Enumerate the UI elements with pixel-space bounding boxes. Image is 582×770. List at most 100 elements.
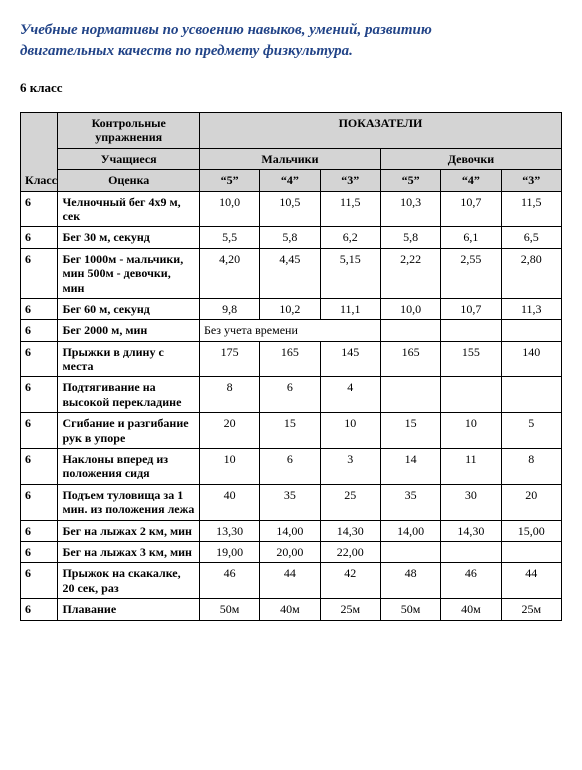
cell-exercise: Плавание — [58, 599, 199, 620]
cell-val-4: 30 — [441, 484, 501, 520]
cell-klass: 6 — [21, 320, 58, 341]
cell-exercise: Бег 1000м - мальчики, мин 500м - девочки… — [58, 248, 199, 298]
cell-exercise: Сгибание и разгибание рук в упоре — [58, 413, 199, 449]
cell-exercise: Бег 2000 м, мин — [58, 320, 199, 341]
cell-val-1: 6 — [260, 449, 320, 485]
hdr-exercises: Контрольные упражнения — [58, 113, 199, 149]
table-row: 6Плавание50м40м25м50м40м25м — [21, 599, 562, 620]
cell-val-1: 10,5 — [260, 191, 320, 227]
cell-val-5: 8 — [501, 449, 561, 485]
cell-val-2: 42 — [320, 563, 380, 599]
table-row: 6Наклоны вперед из положения сидя1063141… — [21, 449, 562, 485]
cell-klass: 6 — [21, 520, 58, 541]
cell-val-3: 14,00 — [380, 520, 440, 541]
cell-val-0: 20 — [199, 413, 259, 449]
table-row: 6Сгибание и разгибание рук в упоре201510… — [21, 413, 562, 449]
cell-val-0: 50м — [199, 599, 259, 620]
cell-exercise: Подтягивание на высокой перекладине — [58, 377, 199, 413]
title-line2: двигательных качеств по предмету физкуль… — [20, 43, 353, 59]
cell-val-2: 22,00 — [320, 541, 380, 562]
cell-exercise: Челночный бег 4x9 м, сек — [58, 191, 199, 227]
cell-klass: 6 — [21, 191, 58, 227]
cell-val-4 — [441, 377, 501, 413]
cell-klass: 6 — [21, 563, 58, 599]
table-row: 6Прыжок на скакалке, 20 сек, раз46444248… — [21, 563, 562, 599]
cell-val-4: 10,7 — [441, 191, 501, 227]
cell-val-0: 10,0 — [199, 191, 259, 227]
cell-val-4: 6,1 — [441, 227, 501, 248]
page-title: Учебные нормативы по усвоению навыков, у… — [20, 20, 562, 62]
cell-val-3: 10,3 — [380, 191, 440, 227]
cell-val-5: 140 — [501, 341, 561, 377]
hdr-score-4: “4” — [441, 170, 501, 191]
cell-val-5: 6,5 — [501, 227, 561, 248]
cell-val-0: 10 — [199, 449, 259, 485]
cell-val-5: 44 — [501, 563, 561, 599]
cell-val-2: 4 — [320, 377, 380, 413]
cell-klass: 6 — [21, 377, 58, 413]
cell-klass: 6 — [21, 227, 58, 248]
cell-klass: 6 — [21, 449, 58, 485]
table-row: 6Бег на лыжах 3 км, мин19,0020,0022,00 — [21, 541, 562, 562]
table-row: 6Бег 1000м - мальчики, мин 500м - девочк… — [21, 248, 562, 298]
hdr-score-5: “3” — [501, 170, 561, 191]
cell-val-0: 40 — [199, 484, 259, 520]
cell-val-1 — [441, 320, 501, 341]
cell-val-3 — [380, 541, 440, 562]
cell-val-2: 14,30 — [320, 520, 380, 541]
cell-val-3: 35 — [380, 484, 440, 520]
cell-val-1: 4,45 — [260, 248, 320, 298]
cell-val-4: 10 — [441, 413, 501, 449]
cell-val-0: 9,8 — [199, 298, 259, 319]
cell-val-4: 11 — [441, 449, 501, 485]
cell-exercise: Бег на лыжах 3 км, мин — [58, 541, 199, 562]
cell-val-2: 25м — [320, 599, 380, 620]
cell-val-4: 14,30 — [441, 520, 501, 541]
cell-val-2 — [501, 320, 561, 341]
cell-val-0: 175 — [199, 341, 259, 377]
cell-val-2: 145 — [320, 341, 380, 377]
cell-exercise: Подъем туловища за 1 мин. из положения л… — [58, 484, 199, 520]
cell-val-4: 46 — [441, 563, 501, 599]
grade-label: 6 класс — [20, 80, 562, 96]
hdr-score-1: “4” — [260, 170, 320, 191]
hdr-score-3: “5” — [380, 170, 440, 191]
cell-val-2: 3 — [320, 449, 380, 485]
cell-val-4: 2,55 — [441, 248, 501, 298]
cell-val-0: 5,5 — [199, 227, 259, 248]
cell-val-5: 11,5 — [501, 191, 561, 227]
table-row: 6Подъем туловища за 1 мин. из положения … — [21, 484, 562, 520]
cell-val-5: 2,80 — [501, 248, 561, 298]
cell-val-0: 8 — [199, 377, 259, 413]
cell-val-0 — [380, 320, 440, 341]
cell-val-5: 25м — [501, 599, 561, 620]
cell-val-3: 10,0 — [380, 298, 440, 319]
cell-val-3: 50м — [380, 599, 440, 620]
cell-klass: 6 — [21, 541, 58, 562]
cell-val-3: 165 — [380, 341, 440, 377]
cell-val-1: 44 — [260, 563, 320, 599]
cell-val-1: 5,8 — [260, 227, 320, 248]
table-row: 6Прыжки в длину с места17516514516515514… — [21, 341, 562, 377]
table-row: 6Подтягивание на высокой перекладине864 — [21, 377, 562, 413]
cell-val-2: 11,5 — [320, 191, 380, 227]
cell-val-4: 40м — [441, 599, 501, 620]
cell-val-1: 35 — [260, 484, 320, 520]
cell-klass: 6 — [21, 341, 58, 377]
cell-val-2: 10 — [320, 413, 380, 449]
cell-val-0: 13,30 — [199, 520, 259, 541]
cell-klass: 6 — [21, 298, 58, 319]
title-line1: Учебные нормативы по усвоению навыков, у… — [20, 22, 432, 38]
cell-val-1: 14,00 — [260, 520, 320, 541]
cell-val-0: 4,20 — [199, 248, 259, 298]
cell-val-1: 165 — [260, 341, 320, 377]
cell-val-4 — [441, 541, 501, 562]
cell-val-3: 5,8 — [380, 227, 440, 248]
hdr-indicators: ПОКАЗАТЕЛИ — [199, 113, 561, 149]
hdr-klass: Класс — [21, 170, 58, 191]
cell-klass: 6 — [21, 413, 58, 449]
cell-val-5: 11,3 — [501, 298, 561, 319]
cell-exercise: Бег на лыжах 2 км, мин — [58, 520, 199, 541]
cell-val-4: 155 — [441, 341, 501, 377]
cell-klass: 6 — [21, 248, 58, 298]
